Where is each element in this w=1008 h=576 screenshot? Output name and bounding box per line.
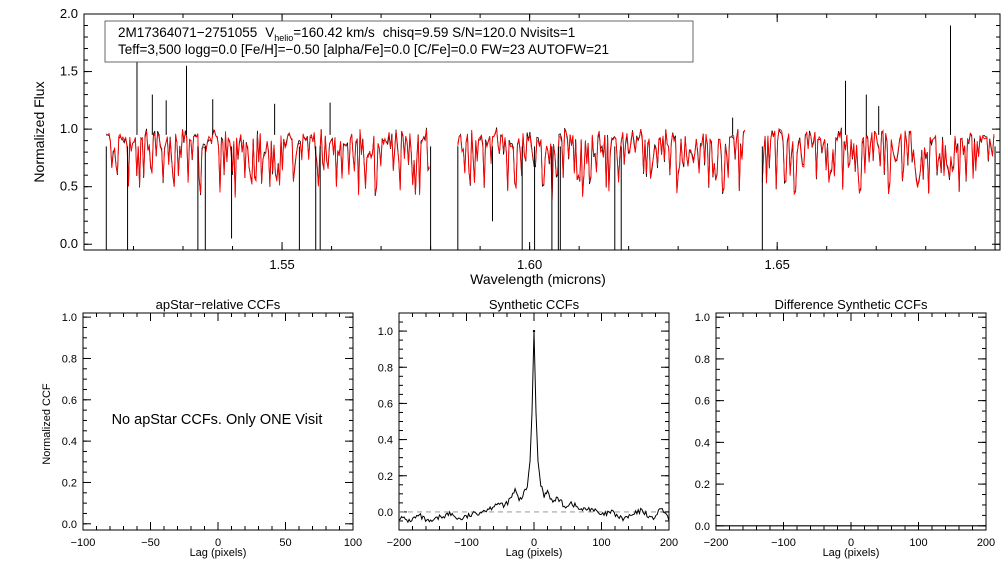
difference-ccf-y-tick-label: 0.4 <box>695 437 710 449</box>
difference-ccf-x-tick-label: 200 <box>977 537 995 549</box>
synthetic-ccf-y-tick-label: 0.4 <box>378 435 393 447</box>
spectrum-lines <box>105 25 996 250</box>
apstar-ccf-y-tick-label: 0.8 <box>62 353 77 365</box>
apstar-ccf-y-tick-label: 0.4 <box>62 436 77 448</box>
apstar-ccf-x-tick-label: 100 <box>344 537 362 549</box>
fit-stats: chisq=9.59 S/N=120.0 Nvisits=1 <box>383 25 576 40</box>
difference-ccf-x-tick-label: 100 <box>909 537 927 549</box>
apstar-ccf-y-tick-label: 1.0 <box>62 312 77 324</box>
synthetic-ccf-panel: −200 −100 0 100 200 0.0 0.2 0.4 0.6 0.8 1.0 Synthe… <box>378 297 678 559</box>
synthetic-ccf-y-tick-label: 0.2 <box>378 471 393 483</box>
synthetic-ccf-peak <box>532 329 536 333</box>
synthetic-ccf-lines <box>398 329 670 524</box>
spectrum-info-box <box>104 20 694 63</box>
apstar-ccf-x-tick-label: 0 <box>215 537 221 549</box>
synthetic-ccf-y-tick-label: 0.8 <box>378 362 393 374</box>
difference-ccf-x-tick-label: 0 <box>848 537 854 549</box>
model-spectrum-line <box>761 128 995 196</box>
difference-ccf-x-tick-label: −100 <box>771 537 796 549</box>
apstar-ccf-title: apStar−relative CCFs <box>156 297 281 312</box>
spectrum-x-tick-label: 1.55 <box>269 257 294 272</box>
model-spectrum-line <box>106 129 430 198</box>
spectrum-info-line1: 2M17364071−2751055 Vhelio=160.42 km/s chis… <box>118 25 575 43</box>
apstar-ccf-y-tick-label: 0.0 <box>62 519 77 531</box>
difference-ccf-panel: −200 −100 0 100 200 0.0 0.2 0.4 0.6 0.8 1.0 Differ… <box>695 297 995 559</box>
synthetic-ccf-x-tick-label: 0 <box>531 537 537 549</box>
synthetic-ccf-y-tick-label: 0.6 <box>378 398 393 410</box>
synthetic-ccf-x-tick-label: −100 <box>454 537 479 549</box>
spectrum-panel: 1.55 1.60 1.65 0.0 0.5 1.0 1.5 2.0 2M17364071−2… <box>31 6 1001 287</box>
apstar-ccf-y-axis-label: Normalized CCF <box>41 383 53 465</box>
vhelio-value: =160.42 km/s <box>293 25 375 40</box>
spectrum-y-tick-label: 2.0 <box>60 6 78 21</box>
apstar-ccf-x-tick-label: −50 <box>141 537 160 549</box>
difference-ccf-frame <box>715 312 987 531</box>
synthetic-ccf-curve <box>398 331 670 524</box>
no-ccf-annotation: No apStar CCFs. Only ONE Visit <box>112 412 323 428</box>
spectrum-y-tick-label: 1.0 <box>60 121 78 136</box>
apstar-ccf-y-tick-label: 0.6 <box>62 395 77 407</box>
vhelio-subscript: helio <box>274 33 293 43</box>
difference-ccf-title: Difference Synthetic CCFs <box>775 297 928 312</box>
spectrum-ticks: 1.55 1.60 1.65 0.0 0.5 1.0 1.5 2.0 <box>60 6 1000 272</box>
difference-ccf-y-tick-label: 1.0 <box>695 312 710 324</box>
model-spectrum-line <box>457 128 746 201</box>
difference-ccf-ticks: −200 −100 0 100 200 0.0 0.2 0.4 0.6 0.8 1.0 <box>695 312 995 549</box>
synthetic-ccf-x-tick-label: 200 <box>660 537 678 549</box>
synthetic-ccf-x-tick-label: −200 <box>387 537 412 549</box>
spectrum-x-axis-label: Wavelength (microns) <box>470 271 606 287</box>
spectrum-y-tick-label: 0.0 <box>60 236 78 251</box>
synthetic-ccf-y-tick-label: 0.0 <box>378 507 393 519</box>
apstar-ccf-x-tick-label: 50 <box>279 537 291 549</box>
apstar-ccf-x-axis-label: Lag (pixels) <box>190 547 247 559</box>
difference-ccf-x-axis-label: Lag (pixels) <box>823 547 880 559</box>
synthetic-ccf-x-axis-label: Lag (pixels) <box>506 547 563 559</box>
apstar-ccf-y-tick-label: 0.2 <box>62 477 77 489</box>
difference-ccf-y-tick-label: 0.8 <box>695 354 710 366</box>
difference-ccf-y-tick-label: 0.2 <box>695 479 710 491</box>
star-id: 2M17364071−2751055 <box>118 25 257 40</box>
spectrum-x-tick-label: 1.60 <box>517 257 542 272</box>
difference-ccf-x-tick-label: −200 <box>704 537 729 549</box>
spectrum-y-axis-label: Normalized Flux <box>31 81 47 182</box>
synthetic-ccf-y-tick-label: 1.0 <box>378 326 393 338</box>
synthetic-ccf-ticks: −200 −100 0 100 200 0.0 0.2 0.4 0.6 0.8 1.0 <box>378 312 678 549</box>
spectrum-x-tick-label: 1.65 <box>765 257 790 272</box>
synthetic-ccf-x-tick-label: 100 <box>592 537 610 549</box>
stellar-params: Teff=3,500 logg=0.0 [Fe/H]=−0.50 [alpha/… <box>118 42 609 57</box>
spectrum-y-tick-label: 0.5 <box>60 179 78 194</box>
spectrum-plot-frame <box>83 13 1001 251</box>
synthetic-ccf-title: Synthetic CCFs <box>489 297 580 312</box>
apstar-ccf-ticks: −100 −50 0 50 100 0.0 0.2 0.4 0.6 0.8 1.0 <box>62 312 362 549</box>
apstar-ccf-x-tick-label: −100 <box>71 537 96 549</box>
difference-ccf-y-tick-label: 0.6 <box>695 396 710 408</box>
vhelio-prefix: V <box>265 25 274 40</box>
spectrum-y-tick-label: 1.5 <box>60 64 78 79</box>
difference-ccf-y-tick-label: 0.0 <box>695 521 710 533</box>
apstar-ccf-panel: −100 −50 0 50 100 0.0 0.2 0.4 0.6 0.8 1.0 apStar−r… <box>41 297 362 559</box>
